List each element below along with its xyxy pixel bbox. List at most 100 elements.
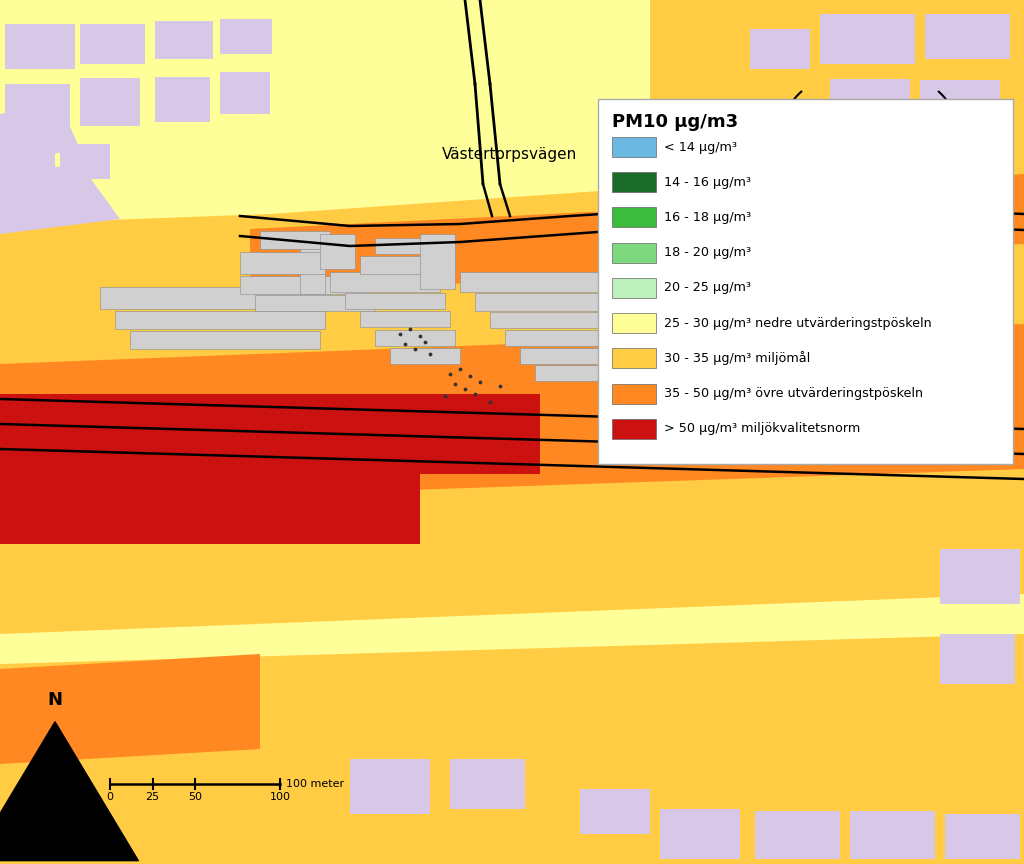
Bar xyxy=(920,80,1000,122)
Bar xyxy=(300,244,325,294)
Bar xyxy=(660,809,740,859)
Bar xyxy=(240,276,370,294)
Bar xyxy=(940,549,1020,604)
Point xyxy=(441,367,458,381)
Bar xyxy=(830,79,910,124)
Bar xyxy=(0,469,420,544)
Point xyxy=(412,329,428,343)
Bar xyxy=(130,331,319,349)
Point xyxy=(417,335,433,349)
Polygon shape xyxy=(0,634,1024,864)
Bar xyxy=(612,137,656,157)
Point xyxy=(492,379,508,393)
Text: 25 - 30 μg/m³ nedre utvärderingstрöskeln: 25 - 30 μg/m³ nedre utvärderingstрöskeln xyxy=(664,316,932,329)
Polygon shape xyxy=(0,324,1024,504)
Point xyxy=(397,337,414,351)
Bar xyxy=(5,24,75,69)
Text: E4/E20: E4/E20 xyxy=(840,424,893,440)
Bar xyxy=(420,234,455,289)
Text: Västertorpsvägen: Västertorpsvägen xyxy=(442,147,578,162)
Text: 25: 25 xyxy=(145,792,160,802)
Text: 18 - 20 μg/m³: 18 - 20 μg/m³ xyxy=(664,246,752,259)
Text: 100 meter: 100 meter xyxy=(286,779,344,789)
Bar xyxy=(80,24,145,64)
Bar xyxy=(750,29,810,69)
Bar xyxy=(255,295,375,311)
Point xyxy=(392,327,409,341)
Bar xyxy=(80,394,540,474)
Text: 20 - 25 μg/m³: 20 - 25 μg/m³ xyxy=(664,282,751,295)
Bar xyxy=(155,77,210,122)
Bar xyxy=(80,78,140,126)
Bar xyxy=(450,759,525,809)
Bar xyxy=(520,348,620,364)
Bar xyxy=(155,21,213,59)
Bar xyxy=(220,19,272,54)
Bar xyxy=(475,293,620,311)
Polygon shape xyxy=(250,204,750,294)
Bar xyxy=(650,0,1024,224)
Bar xyxy=(755,811,840,859)
Bar xyxy=(360,311,450,327)
Polygon shape xyxy=(270,184,700,304)
Polygon shape xyxy=(700,174,1024,264)
Bar xyxy=(612,207,656,227)
Bar xyxy=(925,14,1010,59)
Bar xyxy=(375,330,455,346)
Text: 14 - 16 μg/m³: 14 - 16 μg/m³ xyxy=(664,175,751,188)
Bar xyxy=(612,278,656,298)
Bar xyxy=(260,231,330,249)
Text: 0: 0 xyxy=(106,792,114,802)
Bar xyxy=(612,384,656,403)
Polygon shape xyxy=(0,164,120,234)
Point xyxy=(446,377,463,391)
Point xyxy=(437,389,454,403)
Bar xyxy=(60,144,110,179)
Bar xyxy=(612,419,656,439)
Bar xyxy=(0,146,55,184)
Text: > 50 μg/m³ miljökvalitetsnorm: > 50 μg/m³ miljökvalitetsnorm xyxy=(664,422,860,435)
Bar xyxy=(460,272,620,292)
Text: 35 - 50 μg/m³ övre utvärderingstрöskeln: 35 - 50 μg/m³ övre utvärderingstрöskeln xyxy=(664,387,923,400)
Bar xyxy=(0,394,80,469)
Bar xyxy=(612,172,656,192)
Bar xyxy=(820,14,915,64)
Text: 100: 100 xyxy=(269,792,291,802)
Point xyxy=(462,369,478,383)
Bar xyxy=(350,759,430,814)
Text: PM10 μg/m3: PM10 μg/m3 xyxy=(612,113,738,131)
Polygon shape xyxy=(0,214,270,334)
Point xyxy=(472,375,488,389)
Bar xyxy=(612,348,656,368)
Bar xyxy=(580,789,650,834)
Bar xyxy=(330,272,440,292)
Bar xyxy=(100,287,330,309)
Point xyxy=(422,347,438,361)
Text: 16 - 18 μg/m³: 16 - 18 μg/m³ xyxy=(664,211,752,224)
Text: N: N xyxy=(47,691,62,709)
Point xyxy=(457,382,473,396)
Point xyxy=(407,342,423,356)
Bar xyxy=(115,311,325,329)
Bar xyxy=(345,293,445,309)
Bar xyxy=(390,348,460,364)
Point xyxy=(482,395,499,409)
Polygon shape xyxy=(0,244,1024,634)
Bar xyxy=(940,634,1015,684)
Bar xyxy=(319,234,355,269)
Polygon shape xyxy=(0,654,260,764)
Bar xyxy=(945,814,1020,859)
Text: < 14 μg/m³: < 14 μg/m³ xyxy=(664,141,737,154)
Bar xyxy=(598,99,1013,464)
Bar xyxy=(490,312,620,328)
Text: 30 - 35 μg/m³ miljömål: 30 - 35 μg/m³ miljömål xyxy=(664,352,810,365)
Bar xyxy=(850,811,935,859)
Bar xyxy=(360,256,455,274)
Bar xyxy=(220,72,270,114)
Point xyxy=(401,322,418,336)
Bar xyxy=(612,243,656,263)
Bar xyxy=(5,84,70,134)
Bar xyxy=(612,313,656,334)
Polygon shape xyxy=(0,104,80,164)
Bar xyxy=(505,330,620,346)
